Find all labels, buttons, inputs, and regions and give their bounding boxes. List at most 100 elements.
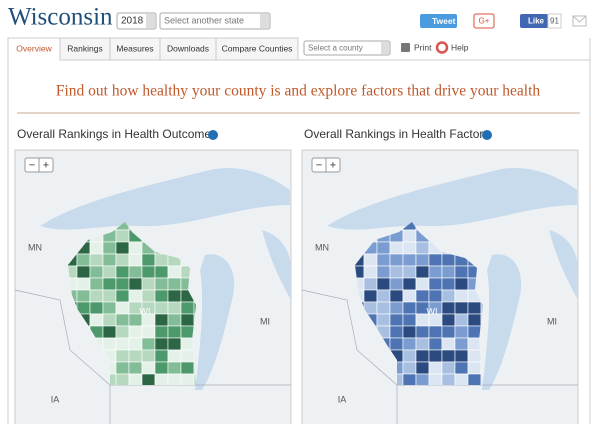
county[interactable] [115,373,130,386]
county[interactable] [467,313,482,327]
county[interactable] [141,253,156,267]
county[interactable] [376,265,391,279]
county[interactable] [441,277,456,291]
county[interactable] [128,253,143,267]
email-icon[interactable] [572,15,587,27]
county[interactable] [102,337,117,351]
county[interactable] [402,265,417,279]
county[interactable] [115,277,130,291]
county[interactable] [180,301,195,315]
county[interactable] [363,253,378,267]
state-select[interactable] [159,12,271,30]
county[interactable] [180,349,195,363]
zoom-in[interactable]: + [330,159,336,171]
county[interactable] [115,337,130,351]
county[interactable] [141,373,156,386]
county[interactable] [363,289,378,303]
county[interactable] [363,277,378,291]
county[interactable] [389,325,404,339]
help-link[interactable]: Help [451,42,469,52]
county[interactable] [115,253,130,267]
county[interactable] [415,325,430,339]
county[interactable] [193,301,207,315]
county[interactable] [441,265,456,279]
county[interactable] [167,277,182,291]
county[interactable] [428,265,443,279]
county[interactable] [115,325,130,339]
zoom-out[interactable]: − [316,159,322,171]
county[interactable] [415,253,430,267]
county-select[interactable] [303,40,391,56]
county[interactable] [441,361,456,375]
county[interactable] [89,289,104,303]
county[interactable] [428,373,443,386]
county[interactable] [376,277,391,291]
county[interactable] [167,265,182,279]
county[interactable] [193,373,207,386]
county[interactable] [167,289,182,303]
county[interactable] [115,349,130,363]
county[interactable] [428,349,443,363]
county[interactable] [89,313,104,327]
county[interactable] [167,301,182,315]
county[interactable] [441,325,456,339]
county[interactable] [402,337,417,351]
county[interactable] [389,301,404,315]
county[interactable] [128,373,143,386]
county[interactable] [89,301,104,315]
zoom-out[interactable]: − [29,159,35,171]
county[interactable] [154,265,169,279]
county[interactable] [415,361,430,375]
county[interactable] [141,337,156,351]
county[interactable] [402,313,417,327]
county[interactable] [102,241,117,255]
print-link[interactable]: Print [414,42,432,52]
county[interactable] [128,265,143,279]
county[interactable] [402,373,417,386]
county[interactable] [141,265,156,279]
county[interactable] [167,313,182,327]
county[interactable] [402,253,417,267]
county[interactable] [141,277,156,291]
county[interactable] [128,289,143,303]
county[interactable] [428,289,443,303]
county[interactable] [376,301,391,315]
county[interactable] [115,313,130,327]
county[interactable] [428,337,443,351]
county[interactable] [428,325,443,339]
county[interactable] [115,301,130,315]
county[interactable] [167,337,182,351]
county[interactable] [454,301,469,315]
county[interactable] [454,277,469,291]
county[interactable] [76,289,91,303]
county[interactable] [154,373,169,386]
county[interactable] [415,265,430,279]
county[interactable] [76,265,91,279]
county[interactable] [441,349,456,363]
like-button[interactable] [520,14,548,28]
county[interactable] [102,301,117,315]
county[interactable] [389,277,404,291]
county[interactable] [402,289,417,303]
county[interactable] [454,265,469,279]
county[interactable] [128,241,143,255]
county[interactable] [102,289,117,303]
county[interactable] [467,373,482,386]
info-icon[interactable] [208,130,218,140]
county[interactable] [389,289,404,303]
county[interactable] [415,373,430,386]
county[interactable] [128,277,143,291]
county[interactable] [115,229,130,243]
county[interactable] [154,325,169,339]
county[interactable] [89,277,104,291]
county[interactable] [180,325,195,339]
county[interactable] [415,289,430,303]
help-icon[interactable] [435,41,449,54]
county[interactable] [115,289,130,303]
county[interactable] [402,277,417,291]
county[interactable] [376,289,391,303]
county[interactable] [154,361,169,375]
county[interactable] [389,241,404,255]
county[interactable] [141,349,156,363]
county[interactable] [441,313,456,327]
